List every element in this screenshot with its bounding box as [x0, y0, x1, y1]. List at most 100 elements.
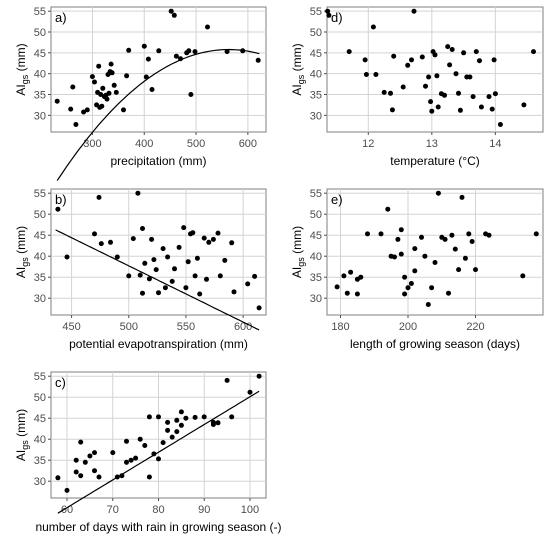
data-point: [141, 43, 147, 49]
data-point: [256, 305, 262, 311]
data-point: [378, 231, 384, 237]
data-point: [217, 273, 223, 279]
y-tick-label: 55: [34, 188, 46, 200]
data-point: [124, 438, 129, 444]
data-point: [402, 291, 408, 297]
y-tick-label: 40: [34, 434, 46, 446]
data-point: [445, 44, 451, 50]
y-tick-label: 40: [310, 251, 322, 263]
data-point: [165, 254, 171, 260]
x-tick-label: 600: [234, 321, 252, 333]
data-point: [174, 429, 180, 435]
data-point: [489, 106, 495, 112]
y-tick-label: 35: [34, 272, 46, 284]
data-point: [456, 90, 461, 96]
x-tick-label: 100: [241, 504, 259, 516]
data-point: [64, 254, 70, 260]
y-tick-label: 45: [310, 48, 322, 60]
data-point: [160, 440, 166, 446]
data-point: [149, 236, 155, 242]
panel-label: e): [331, 192, 343, 207]
data-point: [78, 473, 84, 479]
data-point: [124, 73, 130, 79]
data-point: [92, 450, 97, 456]
data-point: [135, 190, 141, 196]
data-point: [186, 48, 192, 54]
data-point: [346, 49, 352, 55]
data-point: [240, 48, 246, 54]
data-point: [156, 456, 161, 462]
x-tick-label: 14: [489, 138, 501, 150]
y-tick-label: 35: [34, 90, 46, 102]
y-tick-label: 50: [34, 27, 46, 39]
data-point: [126, 47, 132, 53]
data-point: [183, 415, 189, 421]
x-tick-label: 200: [399, 321, 417, 333]
data-point: [178, 422, 184, 428]
data-point: [469, 239, 475, 244]
data-point: [188, 92, 194, 97]
data-point: [114, 474, 120, 480]
y-axis-label-subscript: gs: [20, 440, 30, 450]
data-point: [461, 50, 467, 56]
data-point: [467, 74, 473, 80]
data-point: [256, 373, 262, 379]
data-point: [128, 457, 134, 463]
data-point: [422, 253, 428, 259]
data-point: [434, 73, 440, 79]
data-point: [168, 8, 174, 14]
data-point: [92, 231, 97, 237]
data-point: [171, 12, 177, 18]
data-point: [96, 474, 102, 480]
data-point: [354, 291, 360, 297]
y-tick-label: 50: [310, 209, 322, 221]
data-point: [160, 246, 166, 252]
panel-background: [326, 188, 544, 316]
y-axis-label-unit: (mm): [14, 43, 28, 74]
data-point: [224, 377, 230, 383]
fit-line: [57, 390, 260, 514]
data-point: [362, 57, 368, 63]
data-point: [398, 227, 404, 233]
data-point: [119, 473, 125, 479]
data-point: [140, 226, 145, 231]
data-point: [100, 85, 106, 91]
data-point: [478, 104, 484, 110]
x-tick-label: 80: [152, 504, 164, 516]
y-tick-label: 30: [34, 293, 46, 305]
data-point: [373, 72, 379, 77]
data-point: [82, 459, 88, 465]
data-point: [435, 190, 441, 196]
fit-line: [55, 229, 260, 331]
data-point: [405, 62, 411, 68]
y-axis-label-unit: (mm): [290, 226, 304, 257]
data-point: [142, 443, 148, 448]
data-point: [385, 206, 391, 212]
data-point: [533, 231, 539, 237]
data-point: [426, 74, 432, 80]
x-tick-label: 70: [107, 504, 119, 516]
data-point: [151, 451, 157, 457]
data-point: [108, 239, 113, 245]
data-point: [104, 96, 110, 102]
x-tick-label: 600: [239, 138, 257, 150]
data-point: [192, 49, 198, 55]
data-point: [358, 274, 364, 280]
x-tick-label: 180: [331, 321, 349, 333]
x-tick-label: 90: [198, 504, 210, 516]
panel-background: [326, 6, 544, 133]
panel-d: 30 35 40 45 50 55 12 13 14 d) temperature (°C) AIgs…: [290, 6, 544, 168]
y-axis-label: AIgs (mm): [290, 226, 306, 278]
data-point: [192, 414, 198, 420]
y-axis-label-unit: (mm): [14, 226, 28, 257]
data-point: [486, 232, 492, 238]
data-point: [142, 260, 148, 266]
panel-label: a): [55, 10, 67, 25]
data-point: [497, 122, 503, 127]
y-axis-label-subscript: gs: [20, 74, 30, 84]
data-point: [370, 24, 376, 30]
data-point: [456, 267, 462, 273]
data-point: [205, 24, 210, 30]
data-point: [73, 122, 79, 127]
